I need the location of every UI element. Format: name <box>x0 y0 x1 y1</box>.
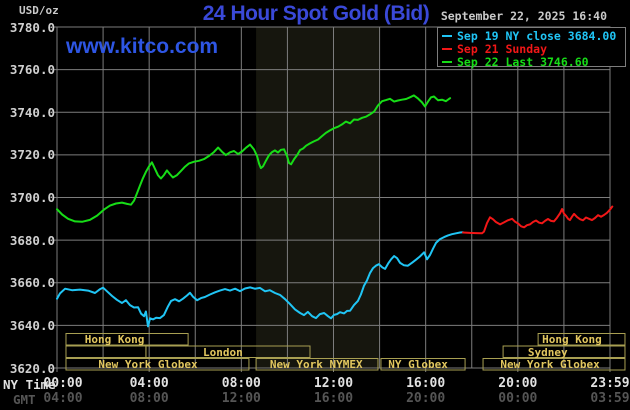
session-box <box>65 345 147 358</box>
legend-swatch <box>442 60 452 63</box>
legend-row: Sep 21 Sunday <box>438 41 625 56</box>
x-tick-label-gmt: 20:00 <box>406 391 446 406</box>
session-box <box>537 333 626 346</box>
legend-swatch <box>442 47 452 50</box>
series-sep21-line <box>462 205 614 235</box>
x-tick-label-gmt: 00:00 <box>498 391 538 406</box>
y-tick-label: 3660.0 <box>9 275 55 291</box>
x-tick-label-gmt: 03:59 <box>590 391 630 406</box>
plot-border <box>56 26 611 369</box>
y-axis-unit-label: USD/oz <box>19 4 59 17</box>
session-box <box>65 333 189 346</box>
session-label: Hong Kong <box>84 333 145 346</box>
y-tick-label: 3620.0 <box>9 360 55 376</box>
session-label: Hong Kong <box>542 333 602 346</box>
y-tick-label: 3760.0 <box>9 62 55 78</box>
series-sep22-line <box>56 94 452 223</box>
x-tick-label-ny: 04:00 <box>129 376 169 391</box>
session-label: Sydney <box>527 345 568 359</box>
x-tick-label-gmt: 08:00 <box>129 391 169 406</box>
x-tick-label-gmt: 04:00 <box>43 391 83 406</box>
y-tick-label: 3680.0 <box>9 232 55 248</box>
session-box <box>482 358 626 371</box>
x-tick-label-ny: 12:00 <box>313 376 354 391</box>
datetime-label: September 22, 2025 16:40 <box>440 9 607 23</box>
session-label: New York NYMEX <box>269 358 363 371</box>
x-tick-label-ny: 00:00 <box>43 376 83 391</box>
session-label: London <box>203 345 243 359</box>
session-box <box>65 358 250 371</box>
y-tick-label: 3780.0 <box>9 19 55 35</box>
x-tick-label-gmt: 16:00 <box>313 391 354 406</box>
session-box <box>502 345 626 358</box>
kitco-watermark-link[interactable]: www.kitco.com <box>66 35 219 58</box>
x-tick-label-ny: 20:00 <box>498 376 538 391</box>
ny-time-axis-label: NY Time <box>3 377 56 392</box>
legend-label: Sep 22 Last 3746.60 <box>457 54 589 69</box>
gmt-axis-label: GMT <box>13 392 36 407</box>
session-label: NY Globex <box>388 358 448 371</box>
session-box <box>255 358 379 371</box>
session-label: New York Globex <box>98 358 198 371</box>
session-label: New York Globex <box>500 358 600 371</box>
legend-row: Sep 22 Last 3746.60 <box>438 54 625 69</box>
session-box <box>380 358 466 371</box>
legend-label: Sep 21 Sunday <box>457 41 548 56</box>
y-tick-label: 3700.0 <box>9 190 55 205</box>
series-sep19-line <box>56 231 464 328</box>
y-tick-label: 3720.0 <box>9 147 55 163</box>
legend-label: Sep 19 NY close 3684.00 <box>457 28 617 43</box>
legend-row: Sep 19 NY close 3684.00 <box>438 28 625 43</box>
x-tick-label-gmt: 12:00 <box>221 391 261 406</box>
y-tick-label: 3740.0 <box>9 104 55 120</box>
page-title: 24 Hour Spot Gold (Bid) <box>202 2 430 25</box>
legend: Sep 19 NY close 3684.00 Sep 21 Sunday Sep … <box>437 27 626 69</box>
x-tick-label-ny: 08:00 <box>221 376 261 391</box>
session-box <box>145 345 311 358</box>
x-tick-label-ny: 23:59 <box>590 376 630 391</box>
legend-swatch <box>442 34 452 37</box>
y-tick-label: 3640.0 <box>9 317 55 333</box>
x-tick-label-ny: 16:00 <box>406 376 446 391</box>
